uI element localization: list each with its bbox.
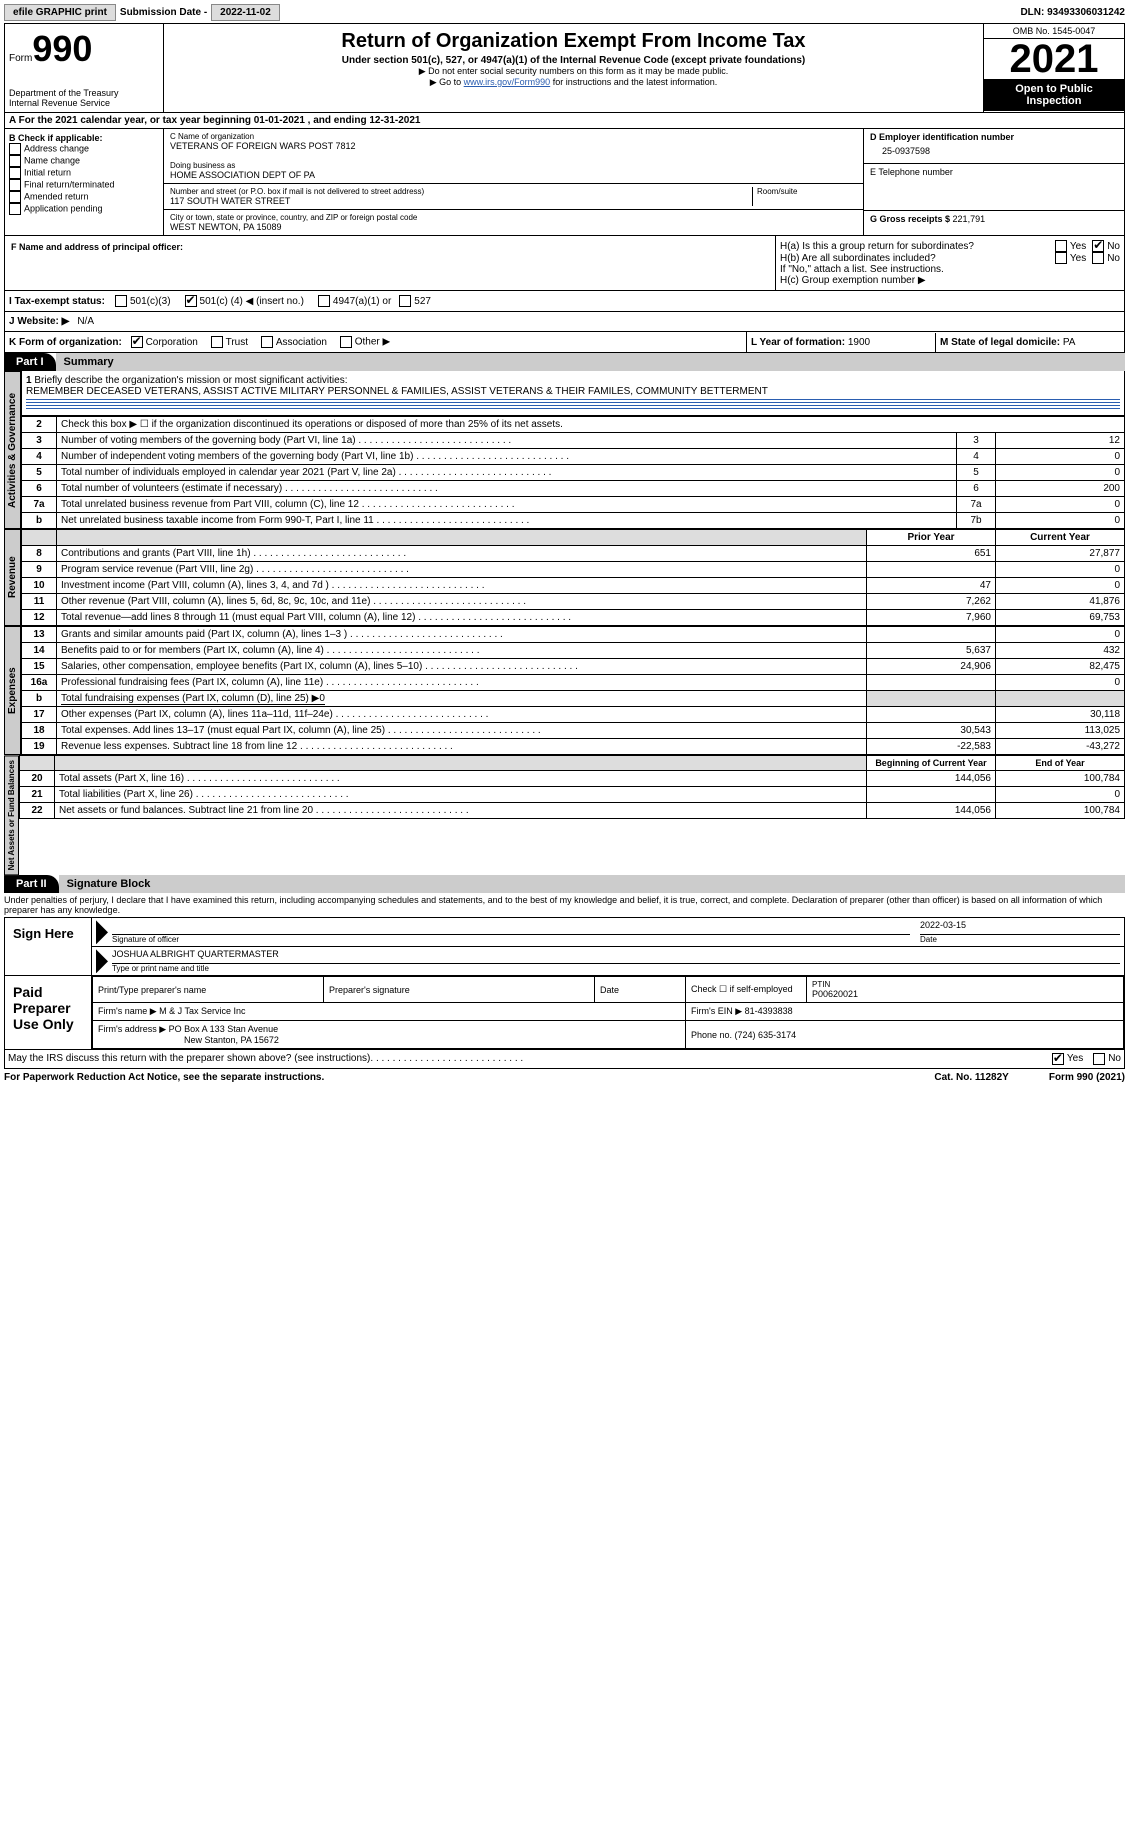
final-return-checkbox[interactable] bbox=[9, 179, 21, 191]
ha-no-checkbox[interactable] bbox=[1092, 240, 1104, 252]
app-pending-checkbox[interactable] bbox=[9, 203, 21, 215]
mission-text: REMEMBER DECEASED VETERANS, ASSIST ACTIV… bbox=[26, 386, 768, 397]
assoc-checkbox[interactable] bbox=[261, 336, 273, 348]
hb-yes-checkbox[interactable] bbox=[1055, 252, 1067, 264]
addr-change-checkbox[interactable] bbox=[9, 143, 21, 155]
submission-date-button[interactable]: 2022-11-02 bbox=[211, 4, 280, 21]
activities-governance-section: Activities & Governance 1 Briefly descri… bbox=[4, 371, 1125, 529]
ha-yes-checkbox[interactable] bbox=[1055, 240, 1067, 252]
sign-here-block: Sign Here Signature of officer 2022-03-1… bbox=[4, 917, 1125, 976]
h-note: If "No," attach a list. See instructions… bbox=[780, 264, 1120, 275]
trust-checkbox[interactable] bbox=[211, 336, 223, 348]
firm-name: M & J Tax Service Inc bbox=[159, 1006, 245, 1016]
form-header: Form990 Department of the Treasury Inter… bbox=[4, 23, 1125, 113]
exp-vtab: Expenses bbox=[4, 626, 21, 755]
501c3-checkbox[interactable] bbox=[115, 295, 127, 307]
top-bar: efile GRAPHIC print Submission Date - 20… bbox=[4, 4, 1125, 21]
section-k-l-m: K Form of organization: Corporation Trus… bbox=[4, 332, 1125, 353]
form-number: Form990 bbox=[9, 28, 159, 70]
arrow-icon bbox=[96, 920, 108, 944]
paid-preparer-block: Paid Preparer Use Only Print/Type prepar… bbox=[4, 976, 1125, 1050]
other-checkbox[interactable] bbox=[340, 336, 352, 348]
ptin: P00620021 bbox=[812, 989, 1118, 999]
ag-vtab: Activities & Governance bbox=[4, 371, 21, 529]
section-c: C Name of organization VETERANS OF FOREI… bbox=[164, 129, 863, 235]
tax-year: 2021 bbox=[984, 39, 1124, 79]
hb-no-checkbox[interactable] bbox=[1092, 252, 1104, 264]
sign-here-label: Sign Here bbox=[5, 918, 92, 975]
discuss-no-checkbox[interactable] bbox=[1093, 1053, 1105, 1065]
revenue-section: Revenue Prior YearCurrent Year 8Contribu… bbox=[4, 529, 1125, 626]
sections-b-to-g: B Check if applicable: Address change Na… bbox=[4, 129, 1125, 236]
sections-d-e-g: D Employer identification number 25-0937… bbox=[863, 129, 1124, 235]
name-change-checkbox[interactable] bbox=[9, 155, 21, 167]
org-street: 117 SOUTH WATER STREET bbox=[170, 196, 748, 206]
signature-officer-label: Signature of officer bbox=[112, 935, 910, 944]
h-c-label: H(c) Group exemption number ▶ bbox=[780, 275, 1120, 286]
org-city: WEST NEWTON, PA 15089 bbox=[170, 222, 857, 232]
initial-return-checkbox[interactable] bbox=[9, 167, 21, 179]
ein: 25-0937598 bbox=[870, 142, 1118, 160]
form-title: Return of Organization Exempt From Incom… bbox=[168, 30, 979, 53]
section-b: B Check if applicable: Address change Na… bbox=[5, 129, 164, 235]
amended-return-checkbox[interactable] bbox=[9, 191, 21, 203]
h-b-label: H(b) Are all subordinates included? bbox=[780, 253, 1055, 264]
page-footer: For Paperwork Reduction Act Notice, see … bbox=[4, 1069, 1125, 1086]
website: N/A bbox=[77, 316, 94, 327]
gross-receipts: 221,791 bbox=[953, 214, 986, 224]
rev-vtab: Revenue bbox=[4, 529, 21, 626]
dept-treasury: Department of the Treasury Internal Reve… bbox=[9, 88, 159, 108]
goto-note: ▶ Go to www.irs.gov/Form990 for instruct… bbox=[168, 77, 979, 88]
part-i-header: Part I Summary bbox=[4, 353, 1125, 371]
discuss-yes-checkbox[interactable] bbox=[1052, 1053, 1064, 1065]
org-dba: HOME ASSOCIATION DEPT OF PA bbox=[170, 170, 857, 180]
4947-checkbox[interactable] bbox=[318, 295, 330, 307]
state-domicile: PA bbox=[1063, 337, 1076, 348]
501c-checkbox[interactable] bbox=[185, 295, 197, 307]
ag-lines-table: 2Check this box ▶ ☐ if the organization … bbox=[21, 416, 1125, 529]
sign-date: 2022-03-15 bbox=[920, 920, 1120, 935]
section-j: J Website: ▶ N/A bbox=[4, 312, 1125, 332]
net-assets-section: Net Assets or Fund Balances Beginning of… bbox=[4, 755, 1125, 875]
officer-name: JOSHUA ALBRIGHT QUARTERMASTER bbox=[112, 949, 1120, 964]
section-i: I Tax-exempt status: 501(c)(3) 501(c) ( … bbox=[4, 291, 1125, 312]
net-assets-table: Beginning of Current YearEnd of Year 20T… bbox=[19, 755, 1125, 819]
part-ii-header: Part II Signature Block bbox=[4, 875, 1125, 893]
discuss-row: May the IRS discuss this return with the… bbox=[4, 1050, 1125, 1069]
year-formation: 1900 bbox=[848, 337, 870, 348]
irs-link[interactable]: www.irs.gov/Form990 bbox=[464, 77, 551, 87]
open-inspection: Open to Public Inspection bbox=[984, 79, 1124, 111]
org-name: VETERANS OF FOREIGN WARS POST 7812 bbox=[170, 141, 857, 151]
expenses-table: 13Grants and similar amounts paid (Part … bbox=[21, 626, 1125, 755]
revenue-table: Prior YearCurrent Year 8Contributions an… bbox=[21, 529, 1125, 626]
section-a: A For the 2021 calendar year, or tax yea… bbox=[4, 113, 1125, 129]
principal-officer-label: F Name and address of principal officer: bbox=[11, 242, 183, 252]
efile-print-button[interactable]: efile GRAPHIC print bbox=[4, 4, 116, 21]
527-checkbox[interactable] bbox=[399, 295, 411, 307]
h-a-label: H(a) Is this a group return for subordin… bbox=[780, 241, 1055, 252]
expenses-section: Expenses 13Grants and similar amounts pa… bbox=[4, 626, 1125, 755]
na-vtab: Net Assets or Fund Balances bbox=[4, 755, 19, 875]
corp-checkbox[interactable] bbox=[131, 336, 143, 348]
firm-ein: 81-4393838 bbox=[745, 1006, 793, 1016]
arrow-icon bbox=[96, 949, 108, 973]
perjury-statement: Under penalties of perjury, I declare th… bbox=[4, 893, 1125, 917]
ssn-note: ▶ Do not enter social security numbers o… bbox=[168, 66, 979, 77]
firm-phone: (724) 635-3174 bbox=[735, 1030, 797, 1040]
dln: DLN: 93493306031242 bbox=[1020, 7, 1125, 18]
form-subtitle: Under section 501(c), 527, or 4947(a)(1)… bbox=[168, 55, 979, 66]
section-f-h: F Name and address of principal officer:… bbox=[4, 236, 1125, 291]
paid-preparer-label: Paid Preparer Use Only bbox=[5, 976, 92, 1049]
firm-address: PO Box A 133 Stan Avenue bbox=[169, 1024, 278, 1034]
submission-date-label: Submission Date - bbox=[120, 7, 207, 18]
